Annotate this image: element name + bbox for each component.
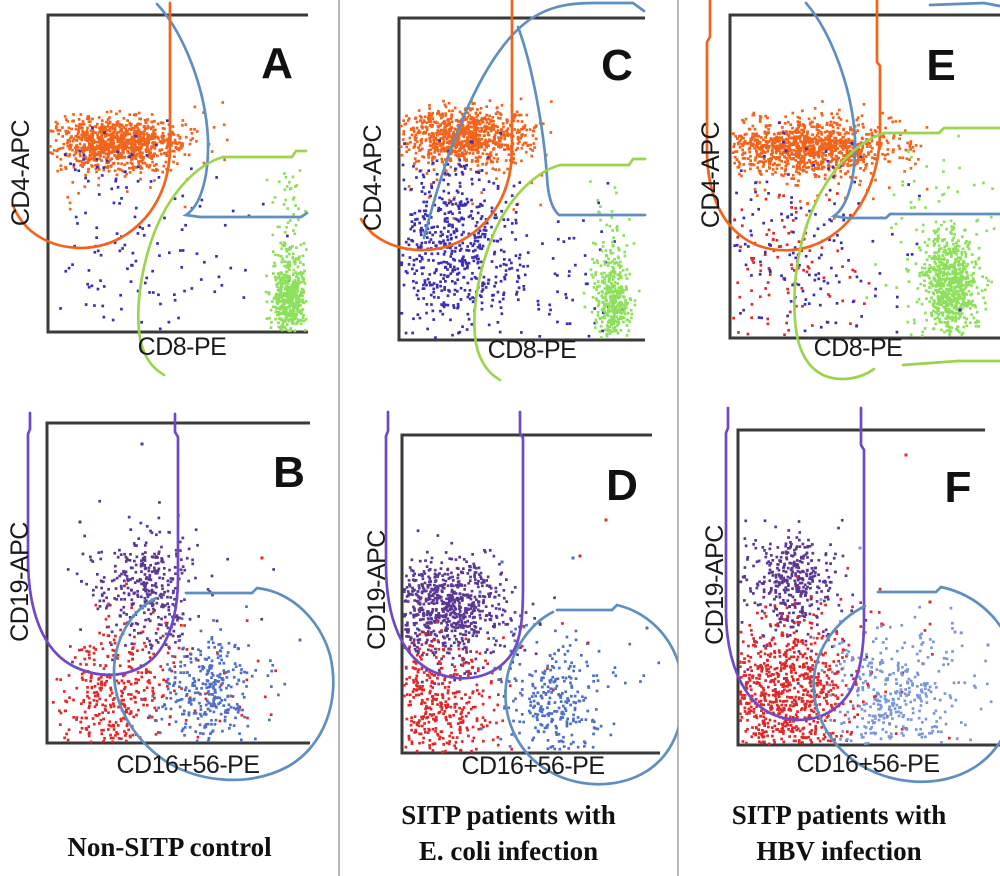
gate-blue-1 bbox=[504, 603, 678, 786]
gate-blue-1 bbox=[812, 585, 1000, 784]
panel-D-canvas: D CD16+56-PE CD19-APC bbox=[363, 410, 678, 786]
scatter-points bbox=[399, 97, 641, 339]
gate-green-4 bbox=[901, 359, 1000, 367]
gate-blue-1 bbox=[112, 586, 335, 782]
column-divider-1 bbox=[338, 0, 340, 876]
x-axis-label: CD8-PE bbox=[138, 333, 227, 361]
plot-border bbox=[46, 13, 308, 334]
y-axis-label: CD4-APC bbox=[697, 121, 725, 228]
plot-border bbox=[728, 13, 1000, 340]
panel-A-canvas: A CD8-PE CD4-APC bbox=[7, 1, 309, 377]
panel-A: A CD8-PE CD4-APC bbox=[0, 0, 339, 390]
gate-green-3 bbox=[473, 157, 647, 382]
caption-line: HBV infection bbox=[756, 836, 922, 866]
gate-green-3 bbox=[793, 126, 1000, 381]
column-divider-2 bbox=[677, 0, 679, 876]
y-axis-label: CD19-APC bbox=[6, 522, 34, 642]
gate-blue-1 bbox=[804, 1, 1000, 220]
panel-letter: D bbox=[606, 461, 638, 510]
caption-line: E. coli infection bbox=[418, 836, 599, 866]
caption-line: SITP patients with bbox=[401, 800, 616, 830]
panel-E: E CD8-PE CD4-APC bbox=[678, 0, 1000, 390]
gate-blue-1 bbox=[516, 25, 647, 217]
plot-border bbox=[400, 433, 660, 755]
panel-letter: C bbox=[601, 41, 633, 90]
y-axis-label: CD4-APC bbox=[7, 119, 35, 226]
caption-non-sitp-control: Non-SITP control bbox=[0, 790, 339, 876]
x-axis-label: CD16+56-PE bbox=[117, 751, 260, 779]
y-axis-label: CD4-APC bbox=[359, 124, 387, 231]
gate-green-2 bbox=[136, 149, 308, 377]
gate-orange-2 bbox=[359, 0, 514, 252]
panel-letter: B bbox=[273, 448, 305, 497]
x-axis-label: CD8-PE bbox=[488, 336, 577, 364]
y-axis-label: CD19-APC bbox=[363, 530, 391, 650]
gate-purple-0 bbox=[384, 410, 525, 680]
panel-letter: F bbox=[945, 463, 972, 512]
panel-B-canvas: B CD16+56-PE CD19-APC bbox=[6, 411, 335, 782]
y-axis-label: CD19-APC bbox=[701, 525, 729, 645]
panel-F: F CD16+56-PE CD19-APC bbox=[678, 390, 1000, 790]
scatter-points bbox=[402, 518, 661, 754]
x-axis-label: CD16+56-PE bbox=[462, 752, 605, 780]
gate-purple-0 bbox=[26, 411, 180, 677]
caption-sitp-hbv: SITP patients with HBV infection bbox=[678, 790, 1000, 876]
caption-sitp-ecoli: SITP patients with E. coli infection bbox=[339, 790, 678, 876]
panel-F-canvas: F CD16+56-PE CD19-APC bbox=[701, 406, 1000, 784]
gate-orange-1 bbox=[11, 1, 172, 250]
panel-B: B CD16+56-PE CD19-APC bbox=[0, 390, 339, 790]
gate-blue-0 bbox=[155, 2, 309, 219]
caption-line: Non-SITP control bbox=[67, 832, 272, 862]
x-axis-label: CD8-PE bbox=[814, 334, 903, 362]
panel-C: C CD8-PE CD4-APC bbox=[339, 0, 678, 390]
scatter-points bbox=[731, 100, 996, 338]
plot-border bbox=[397, 16, 645, 342]
panel-letter: E bbox=[926, 41, 955, 90]
caption-line: SITP patients with bbox=[731, 800, 947, 830]
panel-D: D CD16+56-PE CD19-APC bbox=[339, 390, 678, 790]
plot-border bbox=[45, 421, 310, 745]
gate-blue-2 bbox=[928, 1, 1000, 8]
x-axis-label: CD16+56-PE bbox=[797, 750, 940, 778]
panel-E-canvas: E CD8-PE CD4-APC bbox=[697, 0, 1000, 381]
gate-orange-0 bbox=[705, 0, 882, 252]
gate-purple-0 bbox=[724, 406, 866, 722]
panel-letter: A bbox=[261, 39, 293, 88]
panel-C-canvas: C CD8-PE CD4-APC bbox=[359, 0, 647, 382]
